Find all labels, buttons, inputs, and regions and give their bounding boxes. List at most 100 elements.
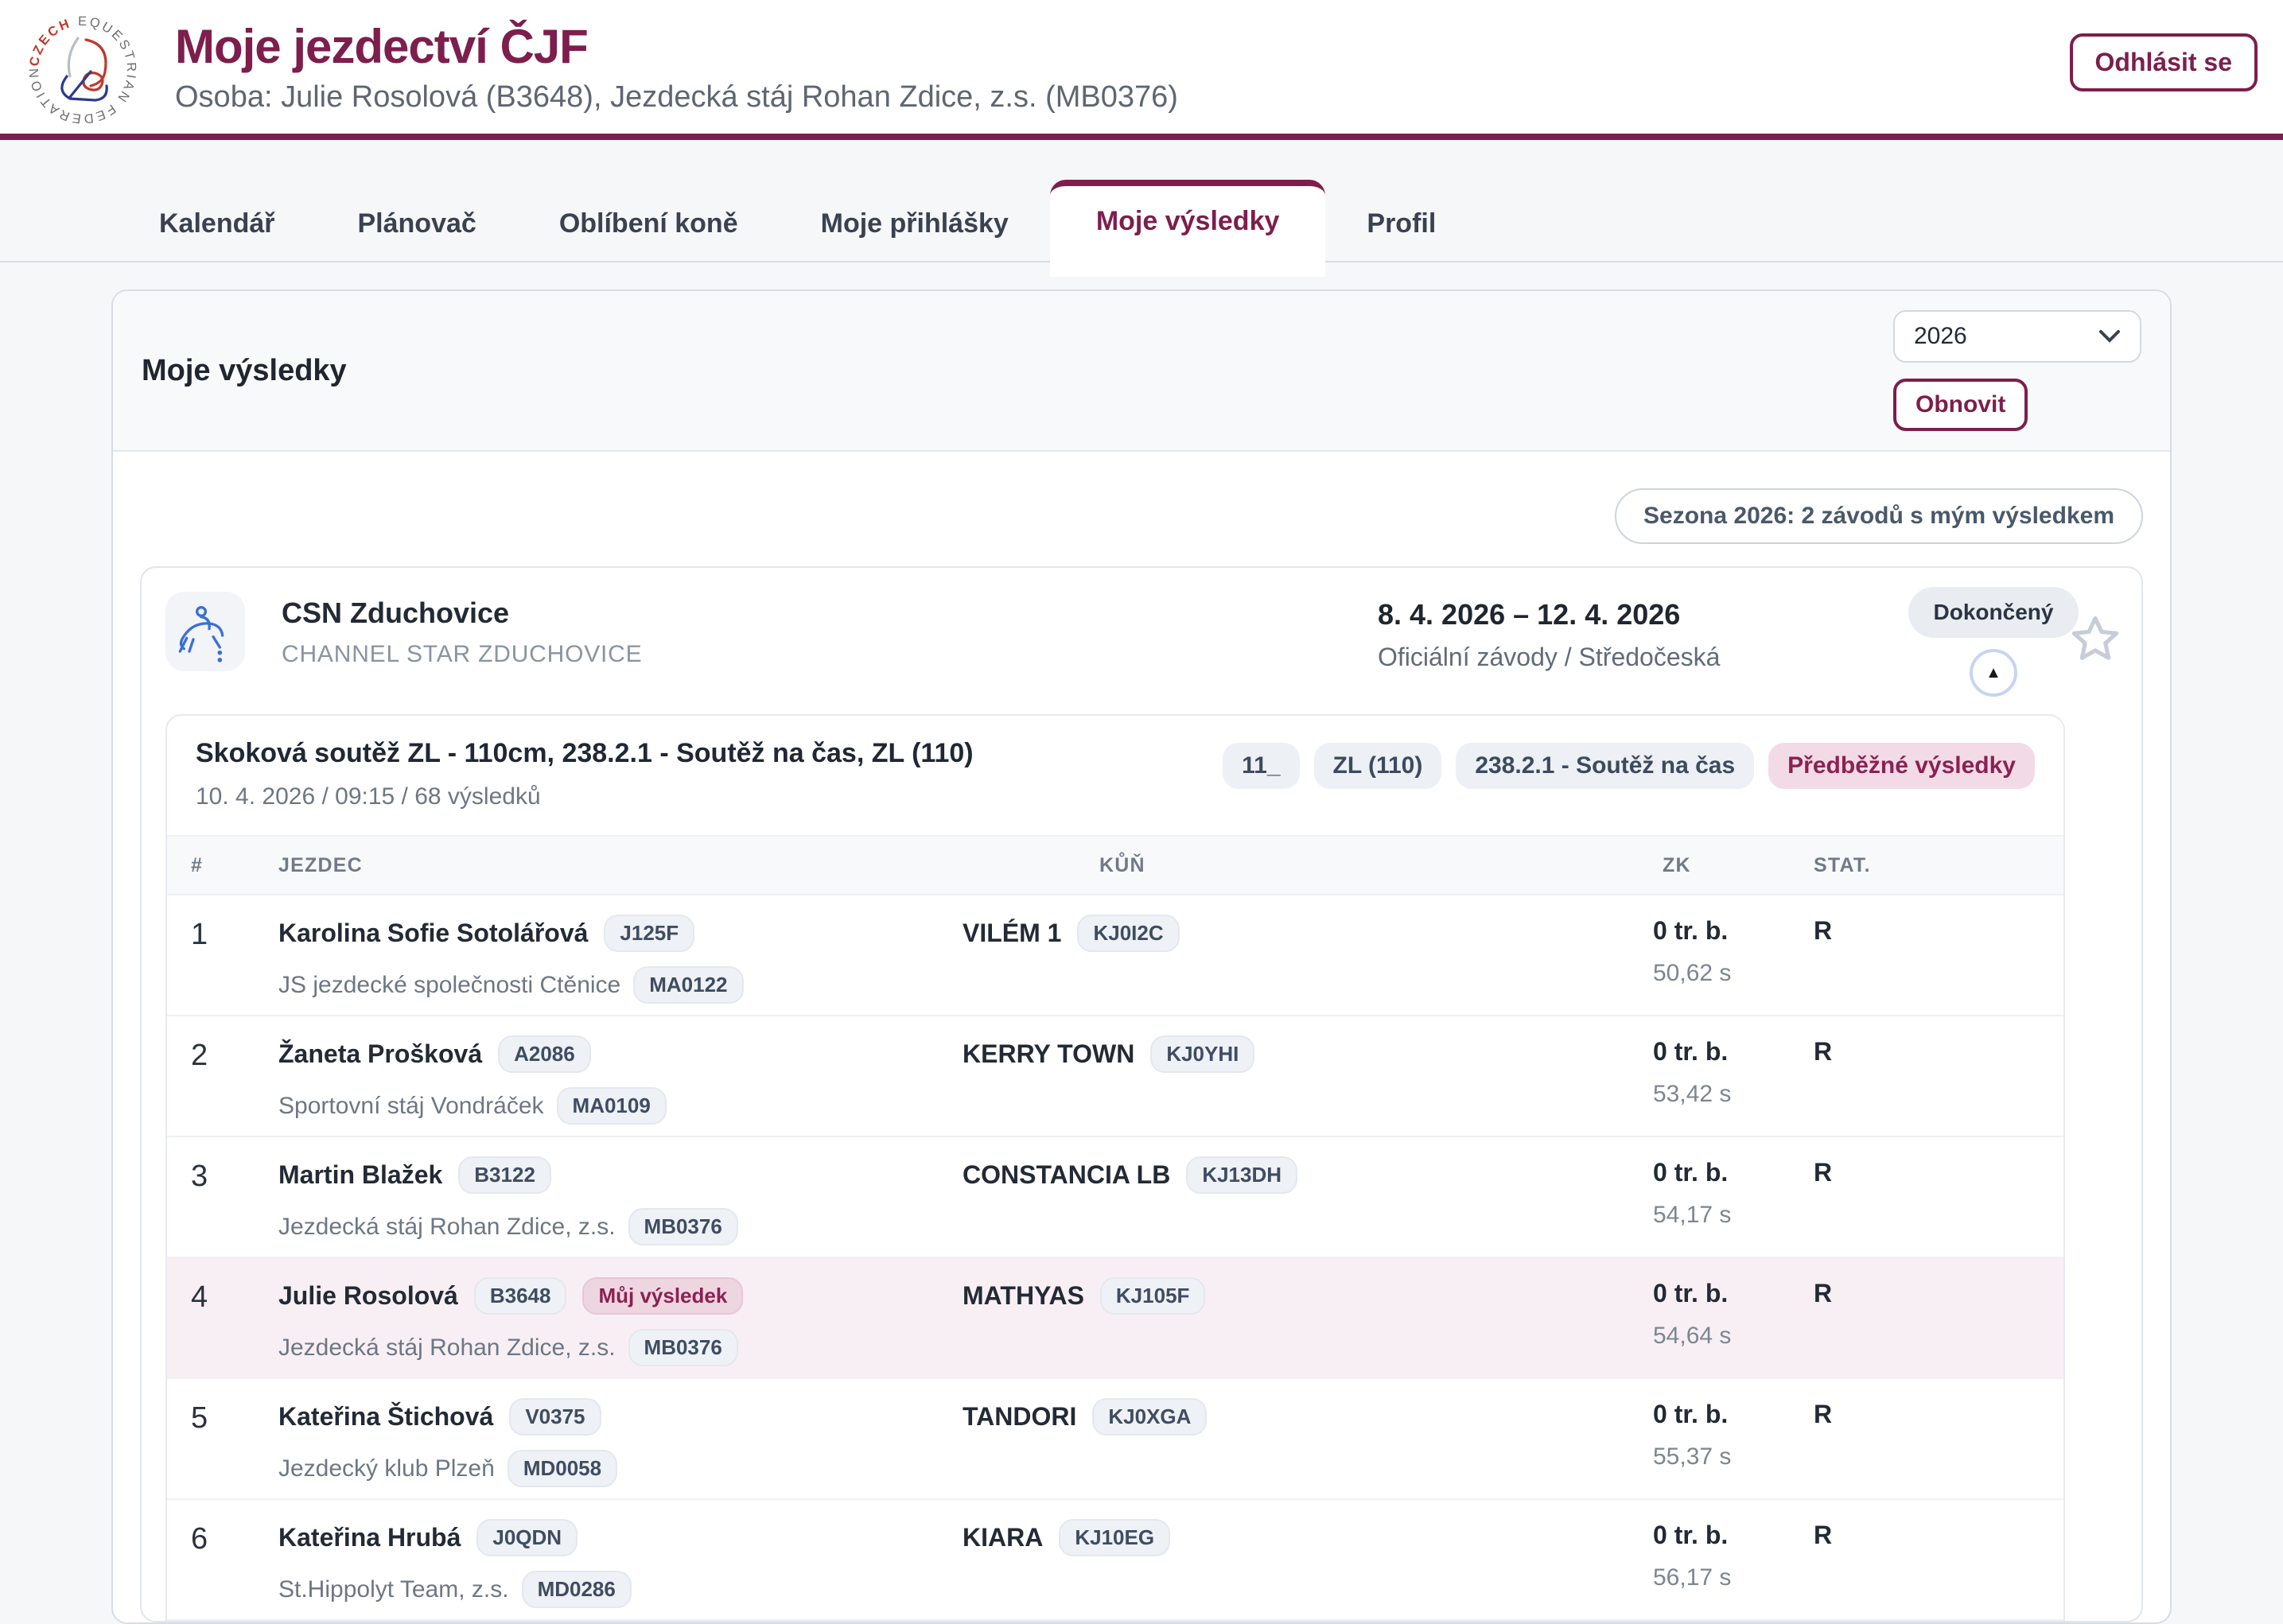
- tab[interactable]: Plánovač: [317, 186, 518, 261]
- refresh-button[interactable]: Obnovit: [1893, 379, 2028, 431]
- tab-label: Oblíbení koně: [558, 208, 738, 239]
- status-cell: R: [1814, 1400, 1833, 1428]
- event-titles: CSN Zduchovice CHANNEL STAR ZDUCHOVICE: [282, 592, 642, 668]
- collapse-button[interactable]: ▲: [1970, 649, 2017, 697]
- penalty-points: 0 tr. b.: [1653, 1037, 1729, 1066]
- horse-license-badge: KJ0XGA: [1092, 1398, 1208, 1436]
- results-panel: Moje výsledky 2026 Obnovit Sezona 2026: …: [111, 289, 2172, 1624]
- horse-license-badge: KJ10EG: [1059, 1519, 1171, 1556]
- club-code-badge: MB0376: [628, 1208, 738, 1245]
- status-cell: R: [1814, 1158, 1833, 1187]
- table-row[interactable]: 3 Martin Blažek B3122 Jezdecká stáj Roha…: [167, 1137, 2063, 1258]
- year-select-value: 2026: [1914, 323, 1967, 349]
- season-row: Sezona 2026: 2 závodů s mým výsledkem: [140, 488, 2143, 544]
- penalty-points: 0 tr. b.: [1653, 1400, 1729, 1428]
- time-value: 50,62 s: [1653, 960, 1732, 986]
- rider-license-badge: B3648: [473, 1277, 567, 1315]
- table-row[interactable]: 6 Kateřina Hrubá J0QDN St.Hippolyt Team,…: [167, 1500, 2063, 1621]
- competition-header: Skoková soutěž ZL - 110cm, 238.2.1 - Sou…: [167, 716, 2063, 835]
- event-card-header: CSN Zduchovice CHANNEL STAR ZDUCHOVICE 8…: [142, 568, 2141, 714]
- rider-name: Kateřina Štichová: [278, 1402, 494, 1431]
- horse-cell: KIARA KJ10EG: [963, 1500, 1653, 1556]
- time-value: 55,37 s: [1653, 1443, 1732, 1470]
- tab-label: Kalendář: [159, 208, 275, 239]
- rider-license-badge: J0QDN: [476, 1519, 578, 1556]
- favorite-star-icon[interactable]: [2068, 612, 2122, 666]
- zk-cell: 0 tr. b. 54,17 s: [1653, 1137, 1814, 1257]
- rider-license-badge: V0375: [509, 1398, 601, 1436]
- rider-name: Martin Blažek: [278, 1160, 443, 1189]
- rank-cell: 4: [191, 1280, 208, 1314]
- main-tabs: Kalendář Plánovač Oblíbení koně Moje při…: [0, 180, 2283, 277]
- club-code-badge: MA0109: [556, 1087, 667, 1125]
- app-title: Moje jezdectví ČJF: [175, 20, 589, 73]
- panel-body: Sezona 2026: 2 závodů s mým výsledkem: [113, 452, 2170, 1622]
- tab[interactable]: Oblíbení koně: [518, 186, 780, 261]
- year-select[interactable]: 2026: [1893, 310, 2141, 363]
- horse-license-badge: KJ105F: [1099, 1277, 1206, 1315]
- penalty-points: 0 tr. b.: [1653, 1158, 1729, 1187]
- tab[interactable]: Moje výsledky: [1049, 180, 1326, 277]
- horse-name: MATHYAS: [963, 1281, 1084, 1310]
- rider-license-badge: J125F: [604, 915, 695, 952]
- tab-label: Profil: [1367, 208, 1437, 239]
- zk-cell: 0 tr. b. 50,62 s: [1653, 896, 1814, 1015]
- horse-cell: VILÉM 1 KJ0I2C: [963, 896, 1653, 952]
- club-name: Jezdecký klub Plzeň: [278, 1455, 495, 1482]
- penalty-points: 0 tr. b.: [1653, 916, 1729, 945]
- table-row[interactable]: 1 Karolina Sofie Sotolářová J125F JS jez…: [167, 896, 2063, 1016]
- tab-label: Moje výsledky: [1095, 205, 1280, 236]
- club-name: JS jezdecké společnosti Ctěnice: [278, 971, 621, 998]
- club-name: Jezdecká stáj Rohan Zdice, z.s.: [278, 1213, 616, 1240]
- tab[interactable]: Kalendář: [118, 186, 317, 261]
- cef-logo: CZECH EQUESTRIAN FEDERATION: [27, 14, 138, 124]
- time-value: 54,17 s: [1653, 1202, 1732, 1228]
- panel-header: Moje výsledky 2026 Obnovit: [113, 291, 2170, 452]
- column-header-rank: #: [191, 853, 204, 876]
- table-row[interactable]: 2 Žaneta Prošková A2086 Sportovní stáj V…: [167, 1016, 2063, 1137]
- rank-cell: 3: [191, 1160, 208, 1193]
- club-name: St.Hippolyt Team, z.s.: [278, 1575, 509, 1603]
- table-header: # JEZDEC KŮŇ ZK STAT.: [167, 835, 2063, 896]
- horse-name: KERRY TOWN: [963, 1039, 1135, 1068]
- table-row[interactable]: 4 Julie Rosolová B3648 Můj výsledek Jezd…: [167, 1258, 2063, 1379]
- rider-cell: Kateřina Hrubá J0QDN St.Hippolyt Team, z…: [278, 1500, 963, 1619]
- horse-license-badge: KJ13DH: [1186, 1156, 1298, 1194]
- horse-jump-icon: [165, 592, 245, 671]
- horse-name: KIARA: [963, 1523, 1044, 1552]
- logout-button[interactable]: Odhlásit se: [2069, 33, 2258, 91]
- rider-name: Karolina Sofie Sotolářová: [278, 919, 589, 947]
- zk-cell: 0 tr. b. 56,17 s: [1653, 1500, 1814, 1619]
- svg-text:CZECH EQUESTRIAN FEDERATION: CZECH EQUESTRIAN FEDERATION: [27, 14, 138, 124]
- event-category: Oficiální závody / Středočeská: [1378, 643, 1721, 671]
- column-header-zk: ZK: [1663, 853, 1691, 876]
- time-value: 53,42 s: [1653, 1081, 1732, 1107]
- rider-cell: Martin Blažek B3122 Jezdecká stáj Rohan …: [278, 1137, 963, 1257]
- my-result-badge: Můj výsledek: [582, 1277, 744, 1315]
- rank-cell: 5: [191, 1401, 208, 1435]
- horse-head-mark: [60, 37, 108, 102]
- horse-cell: MATHYAS KJ105F: [963, 1258, 1653, 1315]
- tab[interactable]: Moje přihlášky: [780, 186, 1050, 261]
- column-header-rider: JEZDEC: [278, 853, 363, 876]
- horse-name: CONSTANCIA LB: [963, 1160, 1171, 1189]
- results-status-badge: Předběžné výsledky: [1768, 743, 2035, 789]
- rider-name: Kateřina Hrubá: [278, 1523, 461, 1552]
- rider-name: Julie Rosolová: [278, 1281, 458, 1310]
- header-text: Moje jezdectví ČJF Osoba: Julie Rosolová…: [175, 19, 1178, 115]
- event-date-range: 8. 4. 2026 – 12. 4. 2026: [1378, 598, 1681, 631]
- status-cell: R: [1814, 916, 1833, 945]
- club-name: Jezdecká stáj Rohan Zdice, z.s.: [278, 1334, 616, 1361]
- panel-controls: 2026 Obnovit: [1893, 310, 2141, 431]
- panel-title: Moje výsledky: [142, 353, 347, 387]
- time-value: 56,17 s: [1653, 1564, 1732, 1591]
- competition-badge: 11_: [1223, 743, 1300, 789]
- tab-label: Plánovač: [357, 208, 476, 239]
- table-row[interactable]: 5 Kateřina Štichová V0375 Jezdecký klub …: [167, 1379, 2063, 1500]
- club-name: Sportovní stáj Vondráček: [278, 1092, 544, 1119]
- tab[interactable]: Profil: [1325, 186, 1477, 261]
- results-rows: 1 Karolina Sofie Sotolářová J125F JS jez…: [167, 896, 2063, 1621]
- rider-cell: Žaneta Prošková A2086 Sportovní stáj Von…: [278, 1016, 963, 1136]
- chevron-down-icon: [2099, 330, 2120, 343]
- horse-name: VILÉM 1: [963, 919, 1062, 947]
